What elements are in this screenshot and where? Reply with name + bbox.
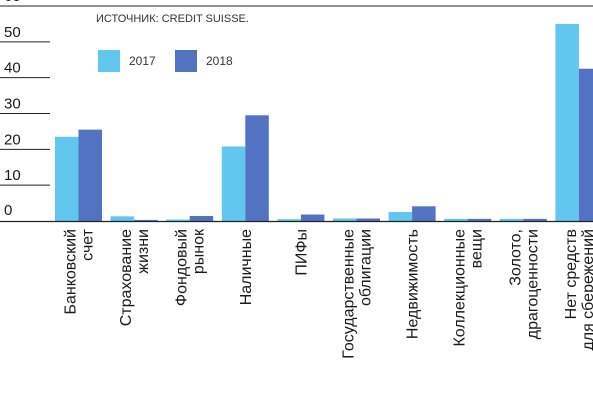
y-tick: 30 [0, 96, 50, 114]
legend-item: 2018 [175, 50, 233, 72]
bar-2018 [412, 206, 436, 221]
category-label: ПИФы [293, 229, 310, 276]
category-label: Нет средствдля сбережений [563, 229, 593, 351]
category-label: Недвижимость [405, 229, 422, 339]
y-axis: 0 10 20 30 40 50 60 [0, 0, 593, 219]
category-label-line: Нет средств [563, 229, 580, 319]
y-tick: 0 [4, 202, 12, 219]
category-label-line: Фондовый [174, 229, 191, 306]
bar-2017 [333, 218, 357, 221]
category-label: Наличные [238, 229, 255, 305]
category-label-line: Золото, [507, 229, 524, 286]
legend-label: 2018 [206, 54, 233, 68]
category-label-line: Государственные [341, 229, 358, 359]
y-tick-label: 40 [4, 60, 21, 77]
legend-swatch [175, 50, 197, 72]
x-axis-labels: Банковскийсчет Страхованиежизни Фондовыйры… [63, 228, 593, 359]
category-label-line: жизни [135, 229, 152, 274]
bar-2018 [245, 115, 269, 221]
legend-swatch [98, 50, 120, 72]
category-label-line: Банковский [63, 229, 80, 315]
legend-item: 2017 [98, 50, 156, 72]
category-label: Страхованиежизни [118, 229, 152, 326]
bar-2017 [499, 218, 524, 221]
source-note: ИСТОЧНИК: CREDIT SUISSE. [96, 13, 249, 25]
bar-2017 [221, 146, 246, 221]
category-label-line: рынок [191, 228, 208, 274]
y-tick: 20 [0, 131, 50, 150]
y-tick: 60 [0, 0, 50, 7]
category-label: Коллекционныевещи [452, 229, 486, 347]
bar-2017 [110, 216, 135, 221]
y-tick: 40 [0, 60, 50, 79]
bar-2017 [388, 212, 413, 221]
category-label-line: Страхование [118, 229, 135, 326]
category-label-line: Недвижимость [405, 229, 422, 339]
y-tick-label: 60 [4, 0, 21, 5]
bar-2018 [300, 214, 325, 221]
bar-2018 [467, 218, 492, 221]
bar-2017 [166, 219, 190, 221]
bar-2018 [578, 68, 593, 221]
bar-2018 [523, 218, 547, 221]
bar-2018 [134, 219, 158, 221]
category-label: Золото,драгоценности [507, 229, 541, 339]
category-label: Государственныеоблигации [341, 229, 375, 359]
bar-2017 [277, 219, 301, 221]
y-tick-label: 20 [4, 131, 21, 148]
bars [55, 23, 593, 221]
y-tick-label: 30 [4, 96, 21, 113]
category-label: Банковскийсчет [63, 228, 97, 314]
y-tick-label: 50 [4, 24, 21, 41]
bar-2017 [444, 218, 468, 221]
category-label-line: Коллекционные [452, 229, 469, 347]
y-tick: 10 [0, 167, 50, 186]
bar-2017 [55, 136, 79, 221]
category-label-line: для сбережений [580, 229, 593, 351]
bar-2018 [189, 215, 214, 221]
category-label-line: вещи [469, 229, 486, 268]
bar-2017 [555, 23, 579, 221]
y-tick-label: 10 [4, 167, 21, 184]
legend: 2017 2018 [98, 50, 233, 72]
bar-2018 [356, 218, 380, 221]
bar-2018 [78, 129, 102, 221]
category-label: Фондовыйрынок [174, 228, 208, 306]
category-label-line: ПИФы [293, 229, 310, 276]
y-tick-label: 0 [4, 202, 12, 219]
y-tick: 50 [0, 24, 50, 43]
category-label-line: драгоценности [524, 229, 541, 339]
category-label-line: счет [80, 228, 97, 261]
category-label-line: Наличные [238, 229, 255, 305]
legend-label: 2017 [129, 54, 156, 68]
category-label-line: облигации [358, 229, 375, 306]
